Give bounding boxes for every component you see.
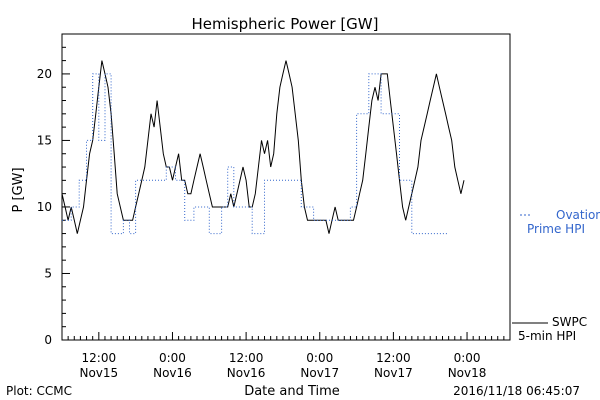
x-tick-label-date: Nov16	[227, 366, 266, 380]
legend-swpc-label-2: 5-min HPI	[518, 329, 576, 343]
plot-credit: Plot: CCMC	[6, 384, 72, 398]
x-tick-label-time: 12:00	[376, 351, 411, 365]
x-tick-label-time: 0:00	[306, 351, 333, 365]
y-tick-label: 15	[37, 133, 52, 147]
legend-swpc-label: SWPC	[552, 315, 587, 329]
x-axis-label: Date and Time	[244, 384, 340, 399]
x-tick-label-time: 12:00	[82, 351, 117, 365]
y-tick-label: 0	[44, 333, 52, 347]
series-ovation-line	[62, 73, 449, 235]
x-tick-label-time: 0:00	[454, 351, 481, 365]
chart-title: Hemispheric Power [GW]	[192, 15, 379, 33]
y-tick-label: 20	[37, 67, 52, 81]
y-axis-ticks: 0 5 10 15 20	[37, 33, 70, 347]
x-tick-label-date: Nov18	[448, 366, 487, 380]
x-tick-label-date: Nov17	[300, 366, 339, 380]
y-tick-label: 10	[37, 200, 52, 214]
y-tick-label: 5	[44, 266, 52, 280]
legend-ovation-label-2: Prime HPI	[527, 222, 585, 236]
x-tick-label-time: 0:00	[159, 351, 186, 365]
legend-ovation-label: Ovation	[556, 208, 600, 222]
series-swpc-line	[61, 60, 465, 234]
x-axis-ticks: 12:00Nov150:00Nov1612:00Nov160:00Nov1712…	[61, 332, 511, 380]
y-axis-label: P [GW]	[11, 167, 26, 212]
x-tick-label-time: 12:00	[229, 351, 264, 365]
x-tick-label-date: Nov17	[374, 366, 413, 380]
x-tick-label-date: Nov15	[79, 366, 118, 380]
plot-frame	[61, 33, 511, 341]
x-tick-label-date: Nov16	[153, 366, 192, 380]
plot-timestamp: 2016/11/18 06:45:07	[453, 384, 580, 398]
series-layer	[61, 60, 465, 235]
